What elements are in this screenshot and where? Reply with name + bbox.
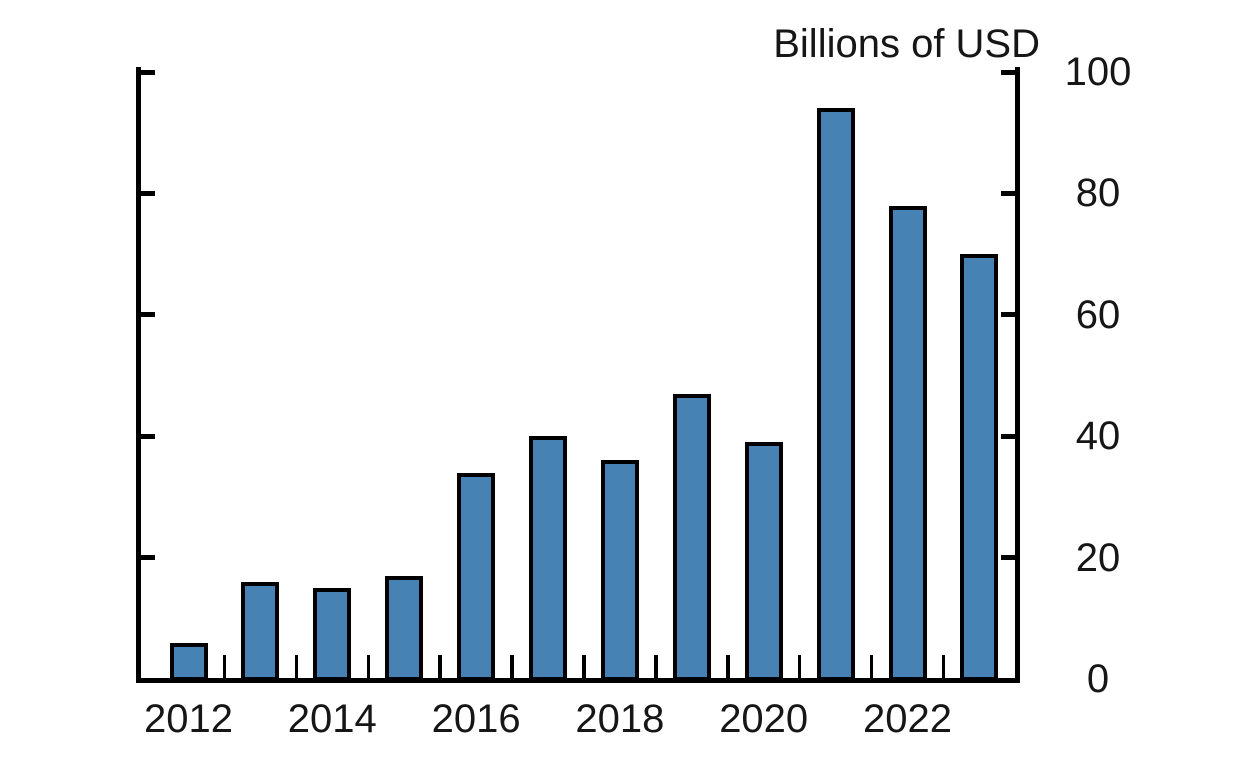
x-axis — [136, 678, 1020, 683]
y-tick-right-60 — [1001, 312, 1015, 318]
y-tick-right-20 — [1001, 555, 1015, 561]
bar-2023 — [960, 254, 999, 681]
bar-2021 — [816, 108, 855, 681]
x-minor-tick — [438, 655, 442, 679]
y-tick-label-80: 80 — [1075, 171, 1121, 216]
y-tick-right-80 — [1001, 190, 1015, 196]
y-tick-left-60 — [141, 312, 155, 318]
bar-2015 — [385, 575, 424, 681]
x-tick-label-2020: 2020 — [719, 697, 809, 741]
x-minor-tick — [510, 655, 514, 679]
y-tick-left-100 — [141, 69, 155, 75]
y-tick-left-40 — [141, 433, 155, 439]
bar-2020 — [744, 442, 783, 681]
x-minor-tick — [582, 655, 586, 679]
x-minor-tick — [726, 655, 730, 679]
bar-2018 — [600, 460, 639, 681]
bar-2022 — [888, 205, 927, 681]
y-tick-right-40 — [1001, 433, 1015, 439]
y-tick-right-100 — [1001, 69, 1015, 75]
x-tick-label-2018: 2018 — [575, 697, 665, 741]
y-axis-right — [1015, 67, 1020, 683]
y-tick-label-60: 60 — [1075, 292, 1121, 337]
y-tick-left-80 — [141, 190, 155, 196]
y-axis-left — [136, 67, 141, 683]
bar-2014 — [313, 587, 352, 681]
x-tick-label-2012: 2012 — [144, 697, 233, 741]
x-minor-tick — [797, 655, 802, 679]
x-minor-tick — [222, 655, 227, 679]
bar-2016 — [457, 472, 496, 681]
y-tick-left-20 — [141, 555, 155, 561]
bar-2017 — [529, 436, 567, 681]
y-tick-label-20: 20 — [1075, 535, 1121, 580]
bar-2012 — [169, 642, 208, 681]
bar-2019 — [672, 393, 711, 681]
x-minor-tick — [941, 655, 946, 679]
x-minor-tick — [294, 655, 299, 679]
y-axis-unit-label: Billions of USD — [773, 22, 1040, 66]
x-tick-label-2022: 2022 — [863, 697, 952, 741]
y-tick-label-0: 0 — [1086, 657, 1110, 701]
x-minor-tick — [869, 655, 874, 679]
y-tick-label-40: 40 — [1075, 414, 1121, 459]
x-minor-tick — [654, 655, 658, 679]
y-tick-label-100: 100 — [1064, 50, 1132, 94]
x-minor-tick — [366, 655, 370, 679]
x-tick-label-2016: 2016 — [431, 697, 521, 741]
x-tick-label-2014: 2014 — [287, 697, 377, 741]
bar-2013 — [241, 581, 280, 681]
